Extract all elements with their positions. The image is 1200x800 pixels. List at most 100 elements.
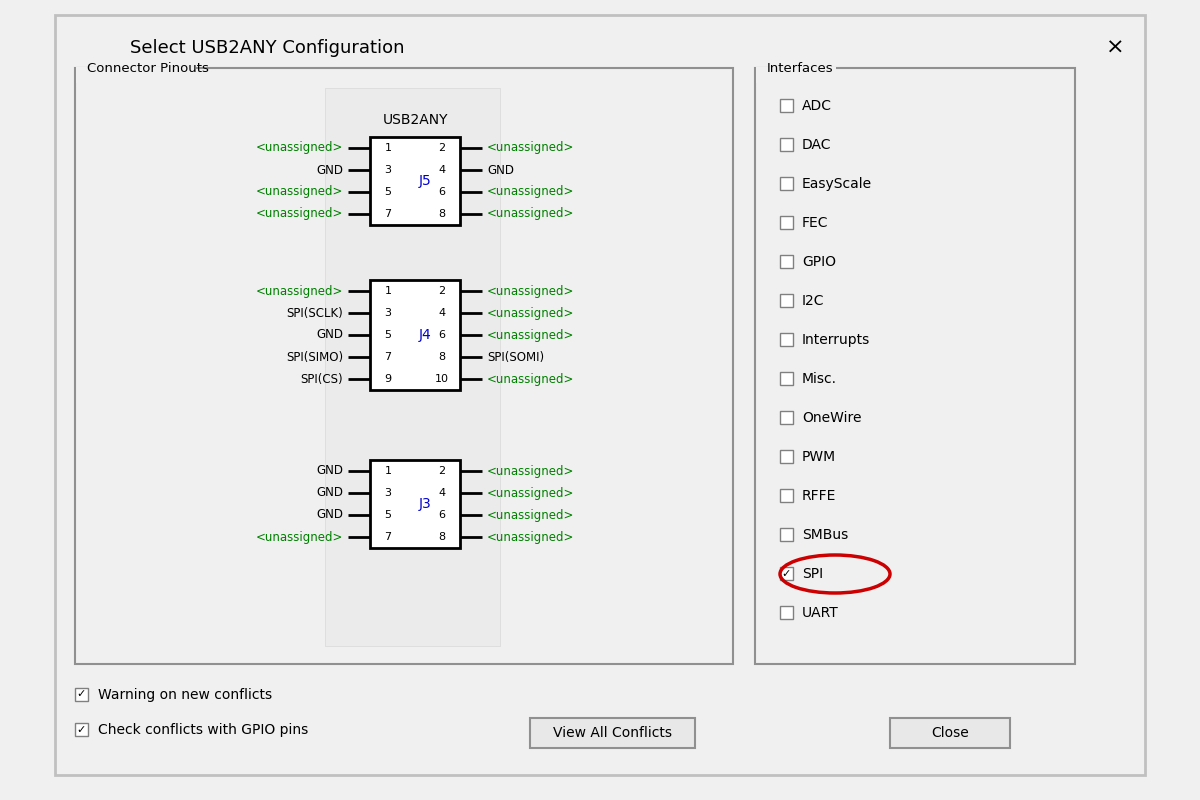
Text: 5: 5 (384, 510, 391, 520)
Text: UART: UART (802, 606, 839, 620)
Text: GND: GND (487, 163, 514, 177)
Text: <unassigned>: <unassigned> (487, 373, 575, 386)
Text: 7: 7 (384, 532, 391, 542)
Text: GND: GND (316, 329, 343, 342)
Text: 8: 8 (438, 209, 445, 219)
Text: 1: 1 (384, 286, 391, 296)
Bar (780, 294, 793, 307)
Text: 7: 7 (384, 209, 391, 219)
Text: 4: 4 (438, 488, 445, 498)
Bar (756, 67, 836, 83)
Bar (370, 280, 460, 390)
Text: <unassigned>: <unassigned> (487, 285, 575, 298)
Text: 5: 5 (384, 187, 391, 197)
Bar (74, 688, 88, 701)
Text: 4: 4 (438, 308, 445, 318)
Text: <unassigned>: <unassigned> (487, 207, 575, 221)
Bar (780, 99, 793, 112)
Text: Warning on new conflicts: Warning on new conflicts (98, 688, 272, 702)
Text: <unassigned>: <unassigned> (487, 186, 575, 198)
Text: ✓: ✓ (77, 725, 86, 734)
Text: 6: 6 (438, 330, 445, 340)
Bar (330, 83, 496, 649)
Text: 2: 2 (438, 466, 445, 476)
Text: 6: 6 (438, 510, 445, 520)
Bar (76, 67, 196, 83)
Text: View All Conflicts: View All Conflicts (553, 726, 672, 740)
Text: J3: J3 (419, 497, 431, 511)
Text: SPI: SPI (802, 567, 823, 581)
Text: I2C: I2C (802, 294, 824, 308)
Text: EasyScale: EasyScale (802, 177, 872, 191)
Text: 2: 2 (438, 143, 445, 153)
Text: 5: 5 (384, 330, 391, 340)
Bar (780, 567, 793, 580)
Bar (780, 177, 793, 190)
Text: SPI(CS): SPI(CS) (300, 373, 343, 386)
Text: ✓: ✓ (77, 690, 86, 699)
Bar (890, 718, 1010, 748)
Text: J4: J4 (419, 328, 431, 342)
Bar (780, 255, 793, 268)
Text: <unassigned>: <unassigned> (487, 486, 575, 499)
Bar (74, 68, 733, 664)
Text: Interrupts: Interrupts (802, 333, 870, 347)
Bar (780, 333, 793, 346)
Text: <unassigned>: <unassigned> (487, 465, 575, 478)
Text: <unassigned>: <unassigned> (487, 509, 575, 522)
Bar (370, 460, 460, 548)
Text: 3: 3 (384, 165, 391, 175)
Text: 3: 3 (384, 488, 391, 498)
Text: <unassigned>: <unassigned> (256, 142, 343, 154)
Bar (370, 137, 460, 225)
Text: 1: 1 (384, 143, 391, 153)
Text: <unassigned>: <unassigned> (487, 142, 575, 154)
Bar (530, 718, 695, 748)
Text: Misc.: Misc. (802, 372, 838, 386)
Bar (780, 216, 793, 229)
Text: FEC: FEC (802, 216, 828, 230)
Text: PWM: PWM (802, 450, 836, 464)
Text: Interfaces: Interfaces (767, 62, 834, 74)
Text: ✓: ✓ (782, 569, 791, 578)
Text: SPI(SOMI): SPI(SOMI) (487, 350, 544, 363)
Text: 10: 10 (436, 374, 449, 384)
Text: <unassigned>: <unassigned> (256, 530, 343, 543)
Text: <unassigned>: <unassigned> (487, 530, 575, 543)
Text: GND: GND (316, 509, 343, 522)
Text: USB2ANY: USB2ANY (383, 113, 448, 127)
Text: J5: J5 (419, 174, 431, 188)
Text: 7: 7 (384, 352, 391, 362)
Text: 8: 8 (438, 352, 445, 362)
Bar (755, 68, 1075, 664)
Bar (780, 528, 793, 541)
Text: SMBus: SMBus (802, 528, 848, 542)
Text: <unassigned>: <unassigned> (487, 306, 575, 319)
Text: DAC: DAC (802, 138, 832, 152)
Text: Select USB2ANY Configuration: Select USB2ANY Configuration (130, 39, 404, 57)
Text: ×: × (1105, 38, 1124, 58)
Bar (325, 88, 500, 646)
Text: GND: GND (316, 163, 343, 177)
Text: <unassigned>: <unassigned> (487, 329, 575, 342)
Text: <unassigned>: <unassigned> (256, 207, 343, 221)
Text: Connector Pinouts: Connector Pinouts (88, 62, 209, 74)
Text: 1: 1 (384, 466, 391, 476)
Text: 2: 2 (438, 286, 445, 296)
Bar (780, 489, 793, 502)
Text: SPI(SIMO): SPI(SIMO) (286, 350, 343, 363)
Text: GPIO: GPIO (802, 255, 836, 269)
Text: <unassigned>: <unassigned> (256, 285, 343, 298)
Text: 9: 9 (384, 374, 391, 384)
Bar (780, 450, 793, 463)
Bar (780, 138, 793, 151)
Bar (74, 723, 88, 736)
Text: Check conflicts with GPIO pins: Check conflicts with GPIO pins (98, 723, 308, 737)
Text: GND: GND (316, 486, 343, 499)
Text: 8: 8 (438, 532, 445, 542)
Text: OneWire: OneWire (802, 411, 862, 425)
Text: 6: 6 (438, 187, 445, 197)
Text: ADC: ADC (802, 99, 832, 113)
Text: 4: 4 (438, 165, 445, 175)
Bar (780, 606, 793, 619)
